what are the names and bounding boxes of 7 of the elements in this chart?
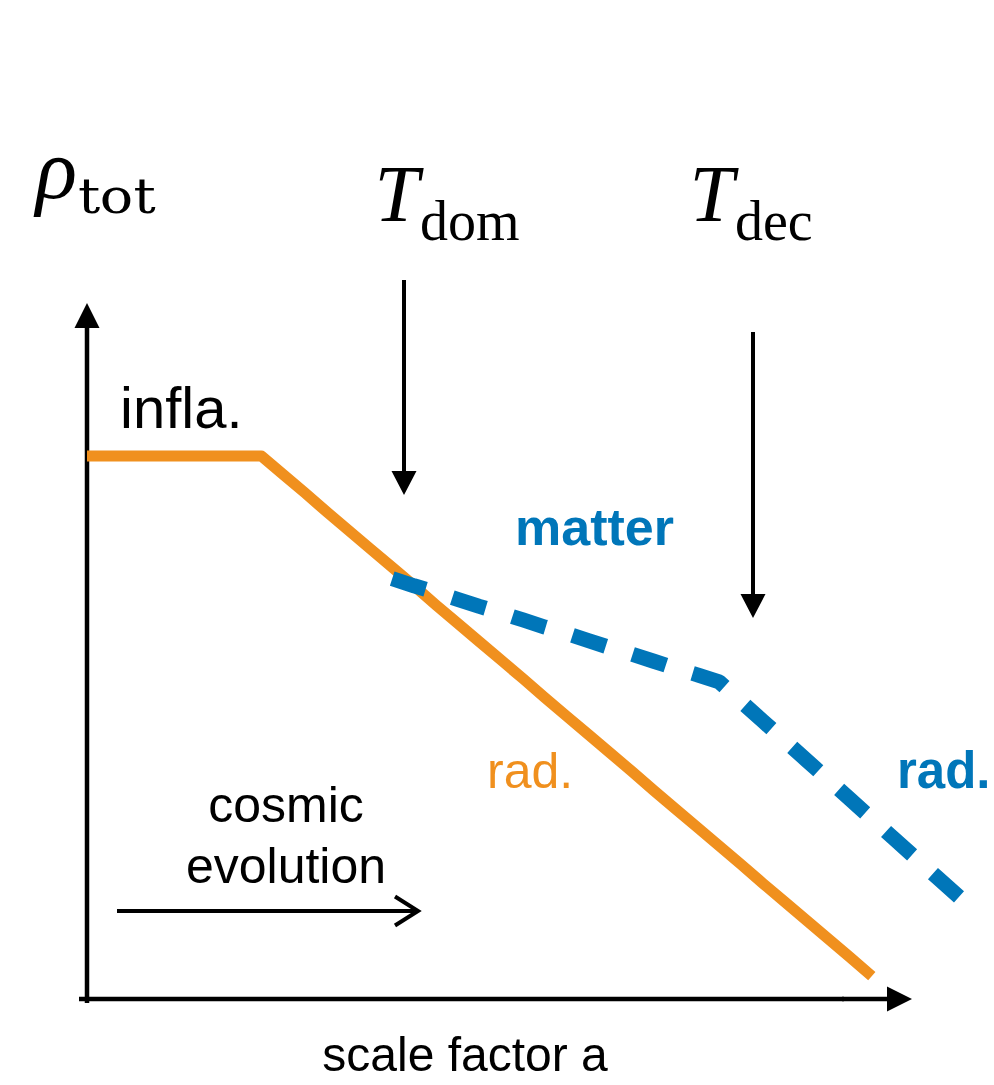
annotation: matter bbox=[515, 498, 674, 556]
y-axis-title: ρₜₒₜ bbox=[32, 121, 156, 234]
series-label: rad. bbox=[487, 743, 574, 799]
text: infla. bbox=[120, 375, 243, 440]
annotation: rad. bbox=[897, 742, 991, 799]
annotation: cosmic evolution bbox=[185, 777, 387, 894]
x-axis-title: scale factor a bbox=[322, 1028, 609, 1081]
